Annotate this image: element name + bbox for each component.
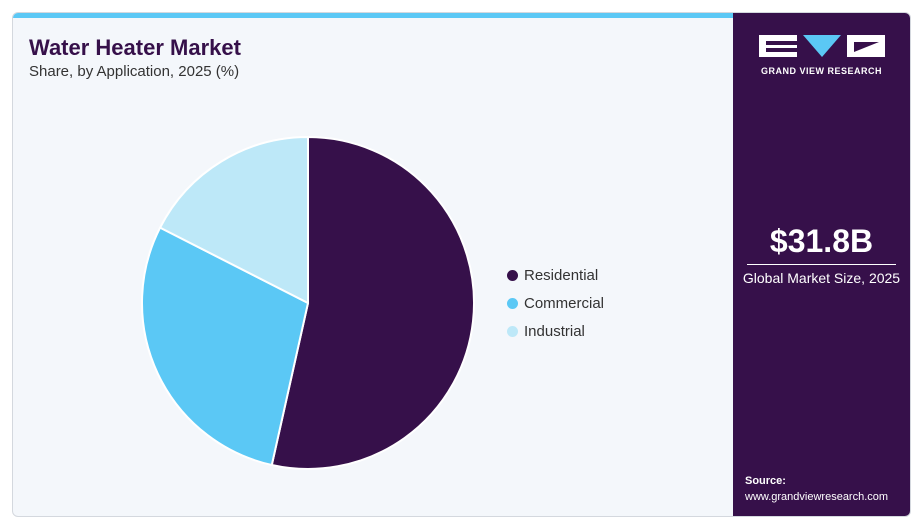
sidebar-panel: GRAND VIEW RESEARCH $31.8B Global Market…	[733, 13, 910, 516]
legend-swatch	[507, 325, 518, 337]
source-url: www.grandviewresearch.com	[745, 491, 889, 503]
legend-item-industrial: Industrial	[507, 317, 604, 345]
chart-card: Water Heater Market Share, by Applicatio…	[12, 12, 911, 517]
legend-label: Industrial	[524, 322, 585, 340]
legend-swatch	[507, 269, 518, 281]
legend-label: Commercial	[524, 294, 605, 312]
chart-title: Water Heater Market	[29, 35, 241, 60]
divider	[747, 264, 896, 265]
legend-item-commercial: Commercial	[507, 289, 604, 317]
pie-slice-commercial	[141, 226, 309, 466]
market-size-value: $31.8B	[769, 223, 874, 259]
chart-subtitle: Share, by Application, 2025 (%)	[29, 63, 240, 80]
pie-slice-industrial	[159, 136, 309, 304]
gvr-logo-icon	[759, 35, 885, 57]
legend-swatch	[507, 297, 518, 309]
market-size-label: Global Market Size, 2025	[742, 270, 901, 286]
legend-item-residential: Residential	[507, 261, 604, 289]
legend-label: Residential	[524, 266, 599, 284]
pie-slice-residential	[270, 136, 475, 470]
accent-bar	[13, 13, 733, 18]
brand-name: GRAND VIEW RESEARCH	[760, 66, 882, 76]
chart-legend: Residential Commercial Industrial	[507, 261, 604, 345]
source-label: Source:	[745, 475, 786, 487]
pie-chart	[141, 136, 475, 470]
